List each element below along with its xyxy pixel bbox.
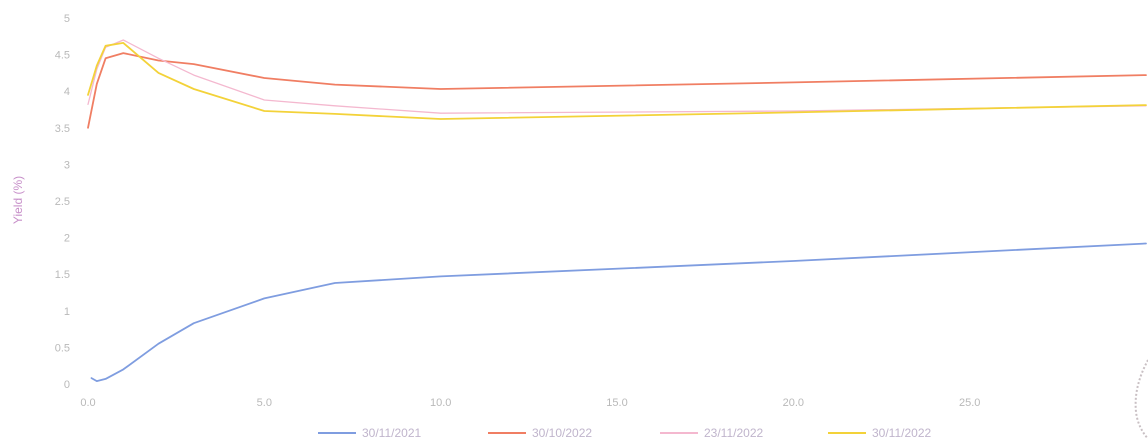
legend-label: 30/11/2022 — [872, 426, 931, 439]
y-tick-label: 4 — [64, 86, 70, 98]
x-tick-label: 0.0 — [80, 397, 95, 409]
legend-label: 30/10/2022 — [532, 426, 592, 439]
x-tick-label: 10.0 — [430, 397, 451, 409]
x-tick-label: 15.0 — [606, 397, 627, 409]
series-layer — [87, 39, 1147, 382]
y-tick-label: 2 — [64, 233, 70, 245]
series-line-2 — [87, 52, 1147, 129]
series-line-3 — [87, 39, 1147, 114]
y-tick-label: 1.5 — [55, 269, 70, 281]
y-tick-label: 3.5 — [55, 123, 70, 135]
corner-decoration — [1134, 359, 1148, 439]
series-line-4 — [87, 42, 1147, 120]
y-tick-label: 1 — [64, 306, 70, 318]
y-tick-label: 4.5 — [55, 50, 70, 62]
x-tick-label: 5.0 — [257, 397, 272, 409]
x-axis-ticks: 0.0 5.0 10.0 15.0 20.0 25.0 — [80, 397, 980, 409]
y-axis-title: Yield (%) — [11, 176, 25, 224]
legend-label: 30/11/2021 — [362, 426, 421, 439]
y-tick-label: 0 — [64, 379, 70, 391]
y-tick-label: 5 — [64, 13, 70, 25]
y-tick-label: 2.5 — [55, 196, 70, 208]
y-tick-label: 3 — [64, 159, 70, 171]
x-tick-label: 20.0 — [783, 397, 804, 409]
series-line-1 — [90, 242, 1147, 382]
x-tick-label: 25.0 — [959, 397, 980, 409]
y-axis-ticks: 0 0.5 1 1.5 2 2.5 3 3.5 4 4.5 5 — [55, 13, 70, 391]
y-tick-label: 0.5 — [55, 342, 70, 354]
legend: 30/11/2021 30/10/2022 23/11/2022 30/11/2022 — [318, 426, 931, 439]
legend-label: 23/11/2022 — [704, 426, 763, 439]
